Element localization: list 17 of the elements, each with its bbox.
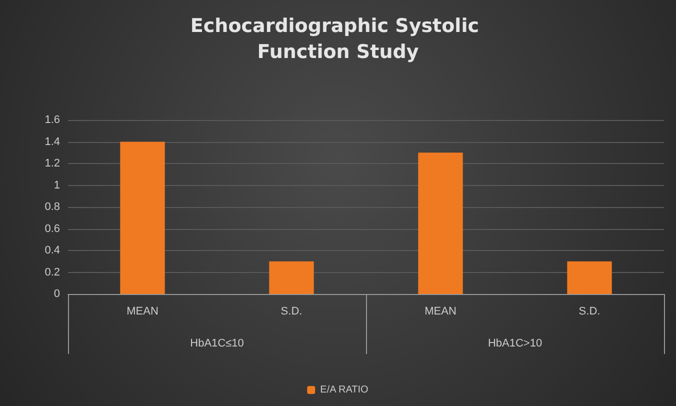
x-tick-label: S.D. [578,306,600,318]
legend-label: E/A RATIO [320,384,369,396]
chart-title: Echocardiographic Systolic Function Study [190,15,486,63]
y-tick-label: 0 [54,288,60,300]
y-tick-label: 0.8 [44,201,60,213]
text: HbA1C≤10 [190,338,244,350]
text: HbA1C>10 [488,338,542,350]
y-tick-label: 1 [54,179,60,192]
y-tick-label: 1.2 [44,158,60,170]
y-tick-label: 1.4 [44,136,60,148]
y-tick-label: 0.4 [44,244,60,256]
x-tick-label: MEAN [126,306,158,318]
x-tick-label: S.D. [280,306,302,318]
y-tick-label: 0.6 [44,222,60,235]
y-tick-label: 0.2 [44,266,60,278]
y-tick-label: 1.6 [44,114,60,126]
x-tick-label: MEAN [424,306,456,318]
